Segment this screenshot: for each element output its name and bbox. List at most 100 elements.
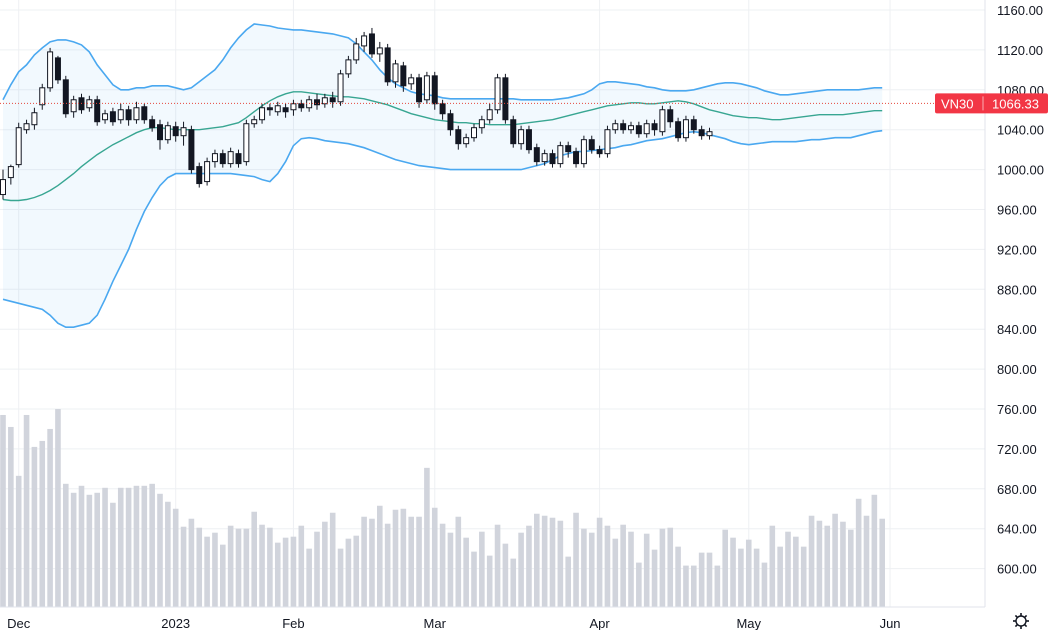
candle: [86, 95, 93, 112]
volume-bar: [722, 529, 728, 607]
candle: [651, 119, 658, 136]
candle: [345, 55, 352, 78]
volume-bar: [369, 518, 375, 607]
volume-bar: [204, 536, 210, 607]
volume-bar: [879, 518, 885, 607]
volume-bar: [691, 565, 697, 607]
volume-bar: [298, 525, 305, 607]
volume-bar: [808, 515, 815, 607]
volume-bar: [824, 525, 831, 607]
volume-bar: [667, 527, 674, 607]
candle: [447, 109, 454, 136]
volume-bar: [55, 409, 61, 607]
volume-bar: [683, 565, 689, 607]
volume-bar: [706, 552, 713, 607]
candle: [604, 125, 611, 158]
volume-bar: [518, 532, 524, 607]
volume-bar: [133, 485, 140, 607]
volume-bar: [322, 521, 328, 607]
volume-bar: [573, 512, 579, 607]
volume-bar: [439, 523, 446, 607]
candle: [376, 41, 383, 62]
volume-bar: [141, 485, 148, 607]
candle: [682, 115, 689, 142]
volume-bar: [102, 487, 108, 607]
candle: [580, 135, 587, 168]
candle: [164, 121, 171, 144]
candle: [494, 73, 501, 114]
candle: [15, 122, 22, 168]
candle: [502, 73, 509, 124]
settings-gear-icon[interactable]: [1013, 613, 1029, 629]
volume-bar: [94, 492, 100, 607]
bollinger-upper-line: [2, 23, 883, 101]
volume-bar: [345, 538, 352, 607]
volume-bar: [793, 536, 799, 607]
bollinger-bands: [2, 23, 883, 329]
candle: [94, 95, 101, 126]
candle: [698, 125, 705, 140]
candle: [337, 69, 344, 106]
candle: [125, 105, 132, 126]
volume-bar: [110, 502, 116, 607]
candle: [227, 147, 234, 168]
volume-bar: [290, 536, 297, 607]
candle: [667, 105, 674, 128]
volume-bar: [871, 494, 878, 607]
candle: [23, 119, 30, 134]
candle: [117, 103, 124, 124]
candle: [455, 125, 462, 150]
candle: [39, 83, 46, 110]
candle: [675, 117, 682, 142]
candle: [565, 141, 572, 158]
volume-bar: [714, 565, 721, 607]
candle: [510, 115, 517, 148]
candle: [274, 101, 281, 116]
candle: [518, 125, 525, 150]
volume-bar: [337, 548, 344, 607]
volume-bar: [243, 528, 250, 607]
x-tick-label: Jun: [880, 616, 901, 630]
volume-bar: [8, 426, 14, 607]
volume-bar: [698, 552, 705, 607]
volume-bar: [377, 505, 383, 607]
volume-bar: [212, 532, 218, 607]
candle: [486, 103, 493, 124]
volume-bar: [172, 508, 179, 607]
candle: [408, 73, 415, 90]
volume-bar: [23, 414, 30, 607]
candle: [416, 73, 423, 108]
candle: [706, 127, 713, 140]
candle: [635, 121, 642, 138]
candle: [70, 95, 77, 118]
volume-bar: [651, 549, 658, 607]
candle: [172, 121, 179, 142]
candle: [47, 47, 54, 92]
volume-bar: [259, 524, 265, 607]
volume-bar: [738, 548, 744, 607]
volume-bar: [220, 544, 226, 607]
y-tick-label: 960.00: [997, 203, 1037, 218]
candle: [353, 37, 360, 64]
volume-bar: [620, 524, 626, 607]
candle: [62, 75, 69, 118]
volume-bar: [604, 525, 611, 607]
y-tick-label: 800.00: [997, 362, 1037, 377]
volume-bar: [636, 562, 642, 607]
volume-bar: [510, 558, 517, 607]
candle: [188, 125, 195, 174]
candle: [596, 145, 603, 158]
y-tick-label: 840.00: [997, 322, 1037, 337]
candle: [439, 99, 446, 120]
y-tick-label: 760.00: [997, 402, 1037, 417]
price-axis[interactable]: 1160.001120.001080.001040.001000.00960.0…: [997, 3, 1044, 577]
volume-bar: [400, 508, 407, 607]
candle: [392, 59, 399, 88]
volume-bar: [745, 539, 752, 607]
volume-bar: [235, 528, 242, 607]
candle: [7, 164, 14, 185]
candle: [588, 135, 595, 154]
candle: [620, 119, 627, 134]
candle: [573, 147, 580, 168]
time-axis[interactable]: Dec 2023 Feb Mar Apr May Jun: [7, 616, 900, 630]
